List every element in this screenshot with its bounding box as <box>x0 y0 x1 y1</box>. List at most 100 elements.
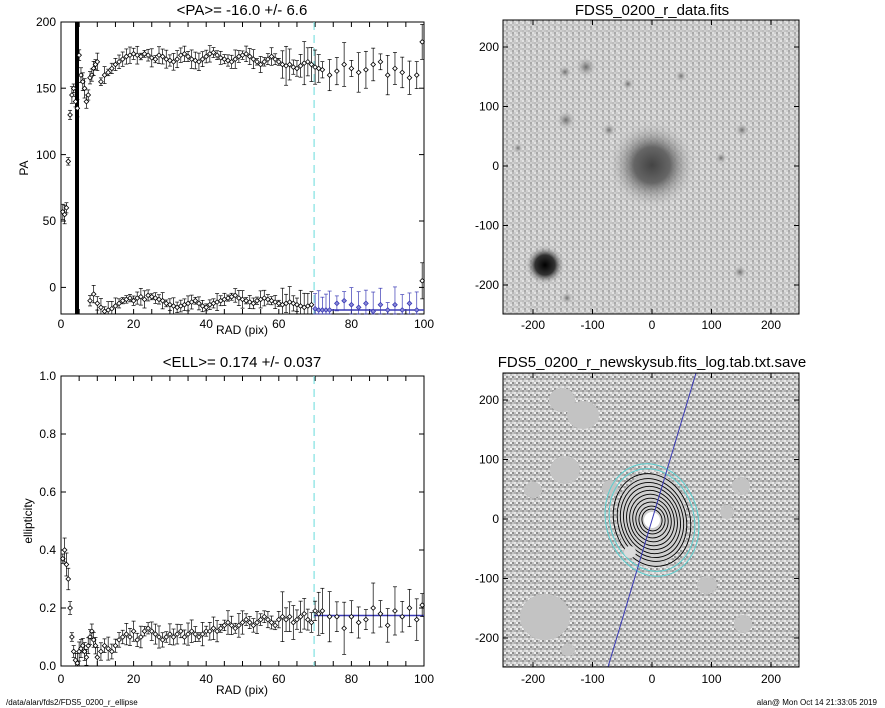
data-point <box>61 211 68 218</box>
ell-xtick: 80 <box>345 672 359 686</box>
bright-star <box>525 245 565 285</box>
data-point <box>246 53 253 60</box>
data-point <box>203 304 210 311</box>
data-point <box>286 61 293 68</box>
img1-xtick: -200 <box>521 318 545 332</box>
position-angle-line <box>607 372 697 668</box>
data-point <box>61 547 68 553</box>
pa-plot-area <box>59 21 426 315</box>
data-point <box>152 56 159 63</box>
data-point <box>370 308 377 315</box>
data-point <box>275 58 282 65</box>
data-point <box>94 300 101 307</box>
img2-ytick: 0 <box>492 512 499 526</box>
data-point <box>163 300 170 307</box>
pa-xtick: 20 <box>127 317 141 331</box>
data-point <box>257 616 264 623</box>
data-point <box>239 619 246 626</box>
pa-ytick: 200 <box>36 15 56 29</box>
data-point <box>334 300 340 307</box>
data-point <box>225 619 231 626</box>
data-point <box>196 300 202 307</box>
data-point <box>384 72 391 78</box>
data-point <box>392 65 398 72</box>
data-point <box>419 277 426 284</box>
data-point <box>67 112 73 118</box>
data-point <box>185 53 191 60</box>
data-point <box>148 628 155 635</box>
faint-source <box>561 292 573 304</box>
data-point <box>304 616 311 623</box>
data-point <box>413 72 420 78</box>
data-point <box>272 56 279 63</box>
data-point <box>250 300 257 307</box>
data-point <box>141 628 148 635</box>
data-point <box>70 648 77 655</box>
faint-source <box>733 265 747 279</box>
data-point <box>108 65 115 72</box>
data-point <box>112 303 119 309</box>
data-point <box>413 616 420 623</box>
data-point <box>246 619 253 626</box>
data-point <box>130 628 137 635</box>
pa-xtick: 40 <box>200 317 214 331</box>
data-point <box>112 61 119 68</box>
data-point <box>286 613 293 620</box>
data-point <box>181 634 188 640</box>
isophote <box>612 473 692 567</box>
ell-ytick: 1.0 <box>39 369 56 383</box>
data-point <box>355 619 362 626</box>
ell-xtick: 0 <box>58 672 65 686</box>
pa-xtick-labels: 0 20 40 60 80 100 <box>58 317 435 331</box>
data-point <box>406 605 413 611</box>
data-point <box>221 622 228 629</box>
model-image-ticks <box>503 373 799 667</box>
data-point <box>301 610 308 617</box>
faint-source <box>602 123 616 137</box>
data-point <box>94 654 101 661</box>
data-point <box>348 65 355 72</box>
data-point <box>137 634 144 640</box>
ell-ytick: 0.4 <box>39 543 56 557</box>
data-point <box>145 625 151 632</box>
data-point <box>101 642 108 649</box>
img2-ytick: -100 <box>475 572 499 586</box>
data-image-ytick-labels: -200 -100 0 100 200 <box>475 40 499 292</box>
data-point <box>83 654 90 661</box>
data-point <box>370 605 377 611</box>
data-point <box>156 634 162 640</box>
isophote-contours <box>604 463 700 577</box>
model-image <box>502 372 800 668</box>
data-point <box>341 61 348 68</box>
data-point <box>127 295 133 301</box>
data-point <box>334 68 340 74</box>
data-point <box>399 613 406 620</box>
data-point <box>312 305 318 312</box>
data-point <box>141 296 148 303</box>
data-point <box>341 625 348 632</box>
data-point <box>174 56 181 63</box>
data-point <box>275 616 282 623</box>
data-point <box>308 619 315 626</box>
data-point <box>98 78 104 85</box>
data-point <box>348 301 355 308</box>
img1-xtick: 200 <box>761 318 781 332</box>
data-point <box>254 619 260 626</box>
data-point <box>83 98 90 105</box>
data-image-xtick-labels: -200 -100 0 100 200 <box>521 318 781 332</box>
data-point <box>254 58 260 65</box>
faint-source <box>675 70 687 82</box>
data-point <box>87 297 93 304</box>
data-point <box>116 637 122 643</box>
isophote <box>608 468 696 572</box>
data-point <box>399 69 406 76</box>
data-point <box>196 58 202 65</box>
data-point <box>119 634 126 640</box>
pa-panel: <PA>= -16.0 +/- 6.6 RAD (pix) PA 0 20 40… <box>17 2 434 337</box>
data-point <box>419 39 426 45</box>
data-point <box>265 56 271 63</box>
model-image-ytick-labels: -200 -100 0 100 200 <box>475 393 499 645</box>
data-point <box>232 292 239 299</box>
isophote <box>626 489 678 551</box>
pa-title: <PA>= -16.0 +/- 6.6 <box>177 2 308 19</box>
